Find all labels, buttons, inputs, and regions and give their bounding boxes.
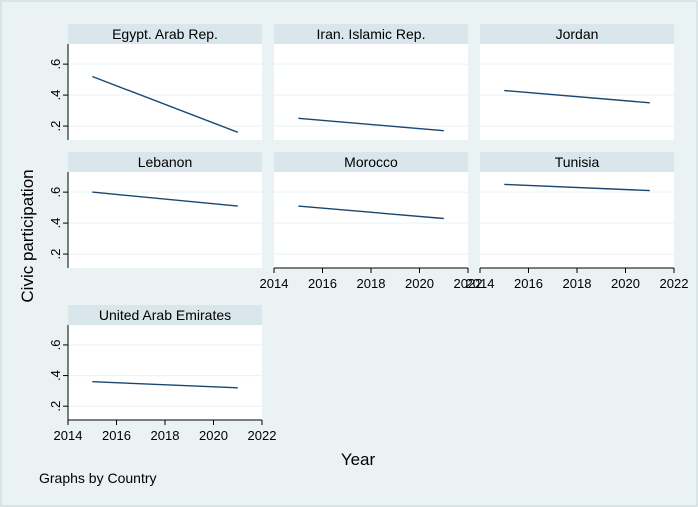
x-tick-label: 2018 [357,276,386,291]
series-line [92,191,238,207]
panel-title: Iran. Islamic Rep. [317,26,426,42]
series-line [504,89,650,104]
y-tick-label: .6 [48,339,63,350]
x-tick-label: 2016 [514,276,543,291]
y-tick-label: .2 [48,121,63,132]
x-tick-label: 2020 [405,276,434,291]
y-tick-label: .4 [48,90,63,101]
series-line [92,381,238,389]
panel-united-arab-emirates: United Arab Emirates .2 .4 .6 2014 2016 2018 20… [48,305,276,443]
panel-title: Morocco [344,154,398,170]
x-tick-label: 2014 [260,276,289,291]
panel-title-strip [480,152,674,172]
plot-area [274,172,468,268]
plot-area [68,172,262,268]
panel-jordan: Jordan [480,24,674,140]
plot-area [68,325,262,420]
panel-title-strip [68,305,262,325]
panels-layer: Egypt. Arab Rep. .2 .4 .6 Iran. Islamic Rep.… [48,24,688,443]
plot-area [68,44,262,140]
x-tick-label: 2014 [466,276,495,291]
panel-title: Jordan [556,26,599,42]
panel-title-strip [68,24,262,44]
panel-title: Lebanon [138,154,193,170]
y-axis-label: Civic participation [18,169,37,302]
y-tick-label: .6 [48,59,63,70]
panel-title-strip [274,152,468,172]
x-axis-label: Year [341,450,376,469]
x-tick-label: 2020 [611,276,640,291]
y-tick-label: .2 [48,249,63,260]
series-line [92,75,239,133]
x-tick-label: 2016 [102,428,131,443]
panel-title: United Arab Emirates [99,307,231,323]
panel-title-strip [274,24,468,44]
y-tick-label: .2 [48,401,63,412]
panel-title: Tunisia [555,154,600,170]
x-tick-label: 2022 [454,276,483,291]
series-line [298,205,444,220]
y-tick-label: .4 [48,218,63,229]
y-tick-label: .4 [48,370,63,381]
panel-egypt-arab-rep-: Egypt. Arab Rep. .2 .4 .6 [48,24,262,140]
x-tick-label: 2014 [54,428,83,443]
x-tick-label: 2018 [563,276,592,291]
x-tick-label: 2016 [308,276,337,291]
chart-note: Graphs by Country [39,470,157,486]
series-line [504,183,650,192]
x-tick-label: 2018 [151,428,180,443]
x-tick-label: 2022 [660,276,689,291]
panel-title: Egypt. Arab Rep. [112,26,218,42]
panel-title-strip [68,152,262,172]
panel-morocco: Morocco 2014 2016 2018 2020 2022 [260,152,483,291]
panel-lebanon: Lebanon .2 .4 .6 [48,152,262,268]
x-tick-label: 2022 [248,428,277,443]
plot-area [480,44,674,140]
series-line [298,117,444,132]
panel-tunisia: Tunisia 2014 2016 2018 2020 2022 [466,152,689,291]
x-tick-label: 2020 [199,428,228,443]
panel-title-strip [480,24,674,44]
y-tick-label: .6 [48,187,63,198]
panel-iran-islamic-rep-: Iran. Islamic Rep. [274,24,468,140]
